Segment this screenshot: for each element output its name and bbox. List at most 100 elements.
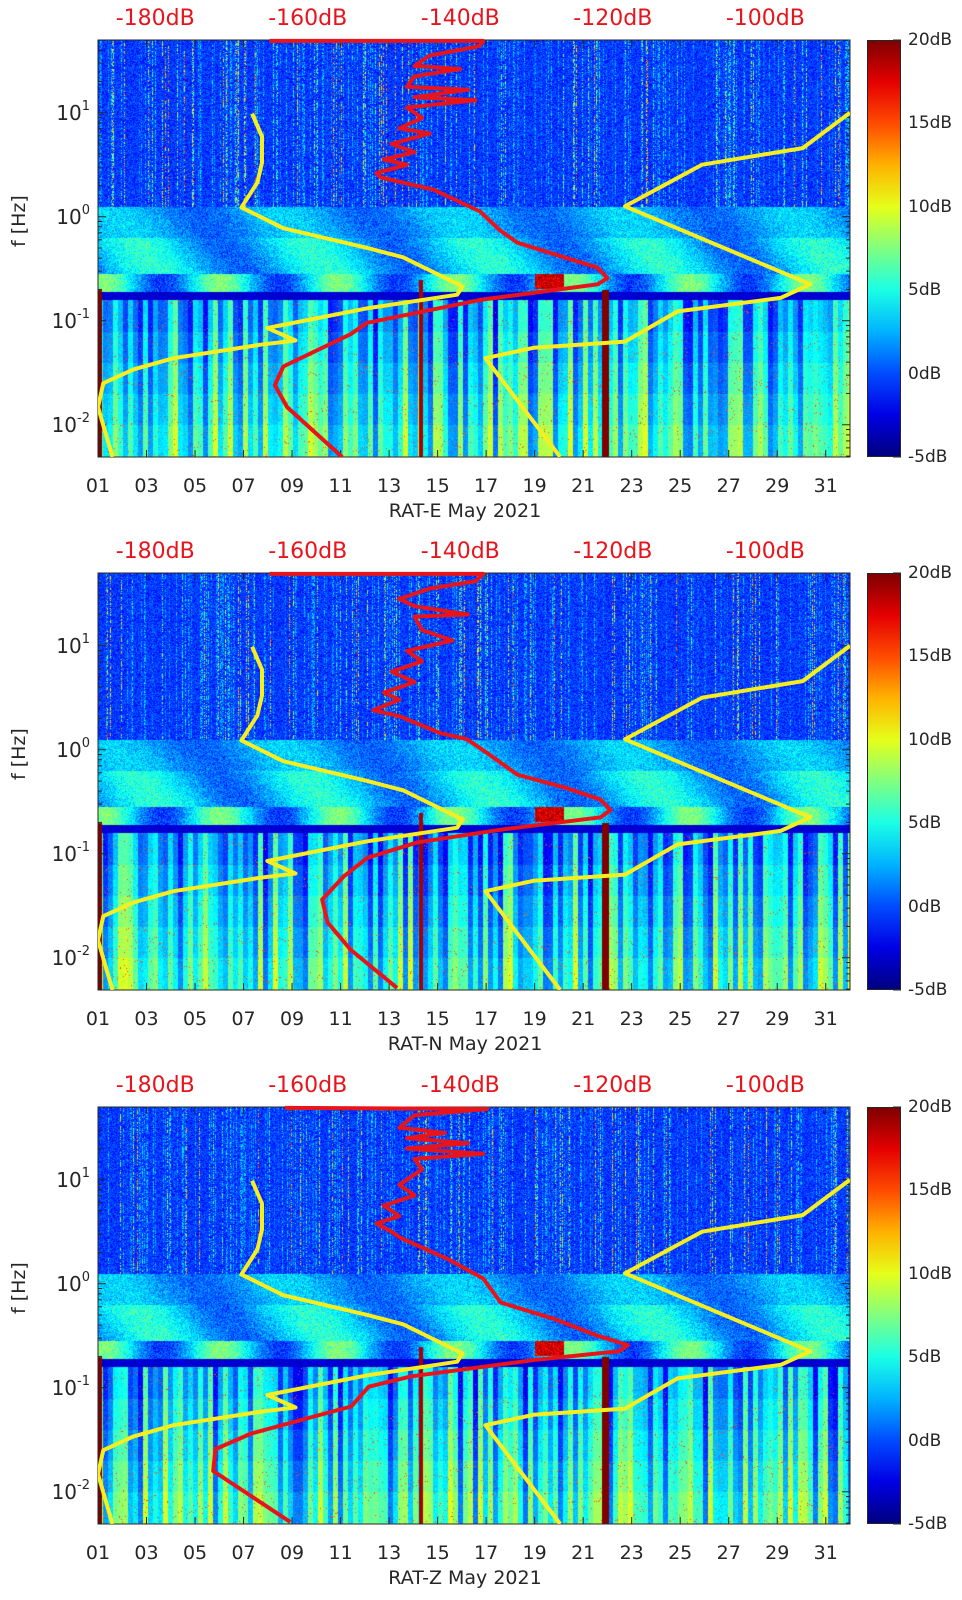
x-tick-label: 19	[522, 1542, 547, 1564]
y-tick-base: 10	[56, 633, 82, 658]
colorbar-tick-label: 0dB	[908, 363, 942, 384]
x-tick-label: 23	[619, 1542, 644, 1564]
colorbar-tick-label: -5dB	[908, 447, 948, 467]
colorbar-tick-label: -5dB	[908, 980, 948, 1000]
colorbar	[867, 40, 901, 457]
y-tick-exponent: -2	[77, 943, 90, 959]
x-tick-label: 21	[571, 1008, 596, 1030]
median-psd-line	[211, 1105, 631, 1524]
x-tick-label: 09	[279, 475, 305, 497]
x-tick-label: 21	[571, 475, 596, 497]
colorbar-tick-label: 10dB	[908, 196, 953, 217]
colorbar-tick-label: 20dB	[908, 30, 953, 50]
plot-overlay	[97, 1105, 901, 1525]
x-tick-label: 17	[474, 1008, 499, 1030]
x-tick-label: 31	[813, 1542, 838, 1564]
top-axis-db-label: -100dB	[725, 1073, 805, 1098]
x-tick-label: 03	[134, 1542, 159, 1564]
y-tick-label: 101	[56, 1167, 90, 1192]
x-tick-label: 21	[571, 1542, 596, 1564]
colorbar-tick-label: 0dB	[908, 1430, 942, 1451]
y-tick-label: 101	[56, 631, 90, 658]
median-psd-line	[269, 38, 610, 457]
y-tick-base: 10	[56, 1167, 82, 1192]
y-tick-exponent: -2	[77, 1477, 90, 1493]
y-tick-label: 100	[56, 202, 90, 229]
x-tick-label: 27	[716, 1008, 741, 1030]
x-tick-label: 01	[85, 1008, 111, 1030]
top-axis-db-label: -140dB	[420, 1073, 500, 1098]
x-tick-label: 29	[765, 475, 790, 497]
spectrogram-panel-rat-e: -180dB -160dB -140dB -120dB -100dB 01 03 05 07 09…	[0, 0, 962, 533]
x-tick-label: 01	[85, 475, 111, 497]
colorbar-tick-label: 5dB	[908, 813, 942, 834]
y-tick-label: 10-1	[51, 308, 90, 333]
x-tick-label: 31	[813, 475, 838, 497]
colorbar-tick-label: 20dB	[908, 563, 953, 583]
x-tick-label: 03	[134, 1008, 159, 1030]
high-noise-model-line	[483, 111, 850, 457]
y-tick-exponent: -2	[77, 410, 90, 426]
y-tick-base: 10	[51, 308, 78, 333]
x-tick-label: 19	[522, 1008, 547, 1030]
y-tick-label: 101	[56, 98, 90, 125]
x-tick-label: 25	[668, 475, 693, 497]
x-tick-label: 25	[668, 1008, 693, 1030]
median-psd-line	[269, 571, 613, 990]
top-axis-db-label: -140dB	[420, 539, 500, 564]
top-axis-db-label: -100dB	[725, 6, 805, 31]
x-tick-label: 23	[619, 1008, 644, 1030]
x-tick-label: 15	[425, 475, 450, 497]
spectrogram-panel-rat-n: -180dB -160dB -140dB -120dB -100dB 01 03 05 07 09…	[0, 533, 962, 1066]
y-tick-base: 10	[56, 737, 82, 762]
x-tick-label: 11	[328, 1008, 353, 1030]
x-axis-title: RAT-E May 2021	[388, 500, 542, 522]
low-noise-model-line	[98, 112, 465, 457]
x-tick-label: 01	[85, 1542, 111, 1564]
x-tick-label: 07	[231, 1008, 256, 1030]
top-axis-db-label: -120dB	[573, 539, 653, 564]
top-axis-db-label: -160dB	[268, 539, 348, 564]
y-axis-title: f [Hz]	[8, 194, 30, 247]
x-tick-label: 11	[328, 475, 353, 497]
top-axis-db-label: -100dB	[725, 539, 805, 564]
spectrogram-panel-rat-z: -180dB -160dB -140dB -120dB -100dB 01 03 05 07 09…	[0, 1067, 962, 1600]
colorbar-tick-label: 10dB	[908, 729, 953, 750]
plot-overlay	[97, 571, 901, 991]
y-tick-exponent: 0	[81, 202, 90, 218]
y-tick-base: 10	[56, 204, 82, 229]
top-axis-db-label: -160dB	[268, 6, 348, 31]
x-tick-label: 17	[474, 475, 499, 497]
x-axis-title: RAT-N May 2021	[387, 1033, 543, 1055]
x-tick-label: 27	[716, 475, 741, 497]
colorbar-tick-label: 10dB	[908, 1263, 953, 1284]
y-tick-base: 10	[51, 1375, 78, 1400]
y-tick-exponent: 1	[81, 98, 90, 114]
colorbar	[867, 1107, 901, 1524]
plot-frame	[97, 1106, 851, 1525]
colorbar-tick-label: 5dB	[908, 280, 942, 301]
y-tick-exponent: -1	[77, 839, 90, 855]
x-tick-label: 03	[134, 475, 159, 497]
colorbar-tick-label: 15dB	[908, 646, 953, 667]
low-noise-model-line	[98, 1179, 465, 1524]
x-tick-label: 05	[182, 475, 208, 497]
high-noise-model-line	[483, 644, 850, 990]
x-tick-label: 31	[813, 1008, 838, 1030]
y-tick-base: 10	[56, 1271, 82, 1296]
y-tick-exponent: 1	[81, 631, 90, 647]
y-tick-label: 10-2	[52, 410, 90, 437]
x-tick-label: 09	[279, 1008, 305, 1030]
y-tick-label: 10-2	[52, 943, 90, 970]
y-tick-exponent: 0	[81, 1269, 90, 1285]
plot-overlay	[97, 38, 901, 458]
x-tick-label: 13	[377, 1542, 402, 1564]
y-tick-base: 10	[56, 100, 82, 125]
y-tick-label: 10-1	[51, 1375, 90, 1400]
x-tick-label: 15	[425, 1542, 450, 1564]
x-tick-label: 09	[279, 1542, 305, 1564]
y-axis-title: f [Hz]	[8, 727, 30, 780]
x-tick-label: 29	[765, 1008, 790, 1030]
colorbar-tick-label: 5dB	[908, 1347, 942, 1368]
colorbar-tick-label: 0dB	[908, 896, 942, 917]
